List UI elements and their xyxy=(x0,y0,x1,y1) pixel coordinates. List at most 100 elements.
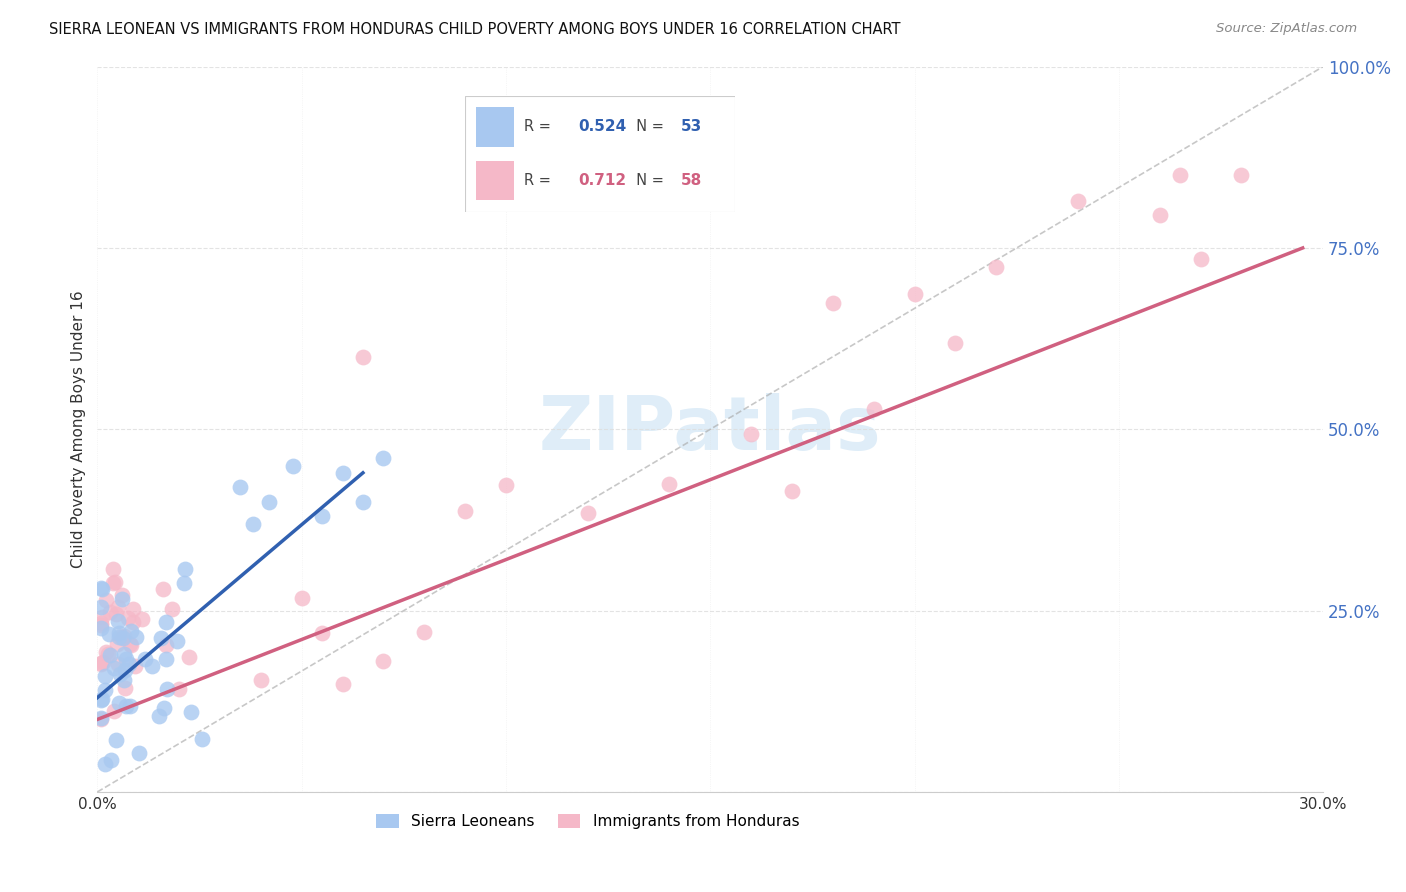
Point xyxy=(101,575,124,590)
Point xyxy=(90,599,112,614)
Point xyxy=(94,757,117,772)
Point xyxy=(90,713,112,727)
Point xyxy=(103,704,125,718)
Point xyxy=(352,495,374,509)
Point xyxy=(90,692,112,706)
Point xyxy=(124,631,146,645)
Point xyxy=(90,618,112,632)
Point xyxy=(332,466,354,480)
Point xyxy=(148,709,170,723)
Point xyxy=(311,626,333,640)
Point xyxy=(118,657,141,672)
Point xyxy=(91,691,114,706)
Point xyxy=(104,575,127,590)
Point xyxy=(114,652,136,666)
Point xyxy=(90,621,112,635)
Point xyxy=(166,634,188,648)
Point xyxy=(114,663,136,677)
Point xyxy=(173,575,195,590)
Point xyxy=(112,673,135,687)
Point xyxy=(121,615,143,629)
Point xyxy=(107,657,129,671)
Point xyxy=(98,627,121,641)
Point xyxy=(495,478,517,492)
Text: SIERRA LEONEAN VS IMMIGRANTS FROM HONDURAS CHILD POVERTY AMONG BOYS UNDER 16 COR: SIERRA LEONEAN VS IMMIGRANTS FROM HONDUR… xyxy=(49,22,901,37)
Point xyxy=(112,631,135,645)
Point xyxy=(98,648,121,663)
Point xyxy=(160,602,183,616)
Point xyxy=(91,655,114,669)
Text: ZIPatlas: ZIPatlas xyxy=(538,392,882,466)
Point xyxy=(242,516,264,531)
Point xyxy=(576,506,599,520)
Point xyxy=(90,657,112,672)
Point xyxy=(1168,169,1191,183)
Point xyxy=(107,600,129,615)
Point xyxy=(945,336,967,351)
Point xyxy=(986,260,1008,274)
Point xyxy=(120,624,142,638)
Point xyxy=(152,582,174,596)
Point xyxy=(180,705,202,719)
Point xyxy=(108,625,131,640)
Point xyxy=(903,287,925,301)
Point xyxy=(229,480,252,494)
Point xyxy=(111,588,134,602)
Point xyxy=(413,625,436,640)
Point xyxy=(821,296,844,310)
Point xyxy=(104,733,127,747)
Point xyxy=(1067,194,1090,208)
Point xyxy=(98,605,121,619)
Point xyxy=(155,681,177,696)
Point xyxy=(108,630,131,644)
Point xyxy=(454,504,477,518)
Point xyxy=(124,659,146,673)
Point xyxy=(94,645,117,659)
Point xyxy=(114,681,136,695)
Point xyxy=(117,611,139,625)
Point xyxy=(155,652,177,666)
Point xyxy=(112,647,135,661)
Point xyxy=(740,427,762,442)
Point xyxy=(152,701,174,715)
Point xyxy=(191,732,214,747)
Point xyxy=(93,683,115,698)
Point xyxy=(155,638,177,652)
Point xyxy=(107,615,129,629)
Point xyxy=(110,667,132,681)
Point xyxy=(90,711,112,725)
Point xyxy=(128,746,150,760)
Point xyxy=(167,682,190,697)
Point xyxy=(1189,252,1212,267)
Point xyxy=(100,753,122,767)
Point xyxy=(105,637,128,651)
Point xyxy=(173,562,195,576)
Point xyxy=(120,637,142,651)
Point xyxy=(149,631,172,645)
Point xyxy=(94,668,117,682)
Point xyxy=(114,698,136,713)
Point xyxy=(134,652,156,666)
Point xyxy=(120,698,142,713)
Legend: Sierra Leoneans, Immigrants from Honduras: Sierra Leoneans, Immigrants from Hondura… xyxy=(370,808,806,835)
Point xyxy=(658,476,681,491)
Point xyxy=(373,451,395,466)
Point xyxy=(291,591,314,605)
Point xyxy=(101,562,124,576)
Point xyxy=(155,615,177,629)
Point xyxy=(90,581,112,595)
Point xyxy=(373,654,395,668)
Text: Source: ZipAtlas.com: Source: ZipAtlas.com xyxy=(1216,22,1357,36)
Point xyxy=(257,495,280,509)
Point xyxy=(249,673,271,687)
Point xyxy=(311,509,333,524)
Point xyxy=(122,602,145,616)
Point xyxy=(90,615,112,630)
Point xyxy=(94,593,117,607)
Point xyxy=(131,612,153,626)
Point xyxy=(352,350,374,364)
Point xyxy=(179,649,201,664)
Point xyxy=(332,676,354,690)
Point xyxy=(90,582,112,596)
Point xyxy=(780,484,803,499)
